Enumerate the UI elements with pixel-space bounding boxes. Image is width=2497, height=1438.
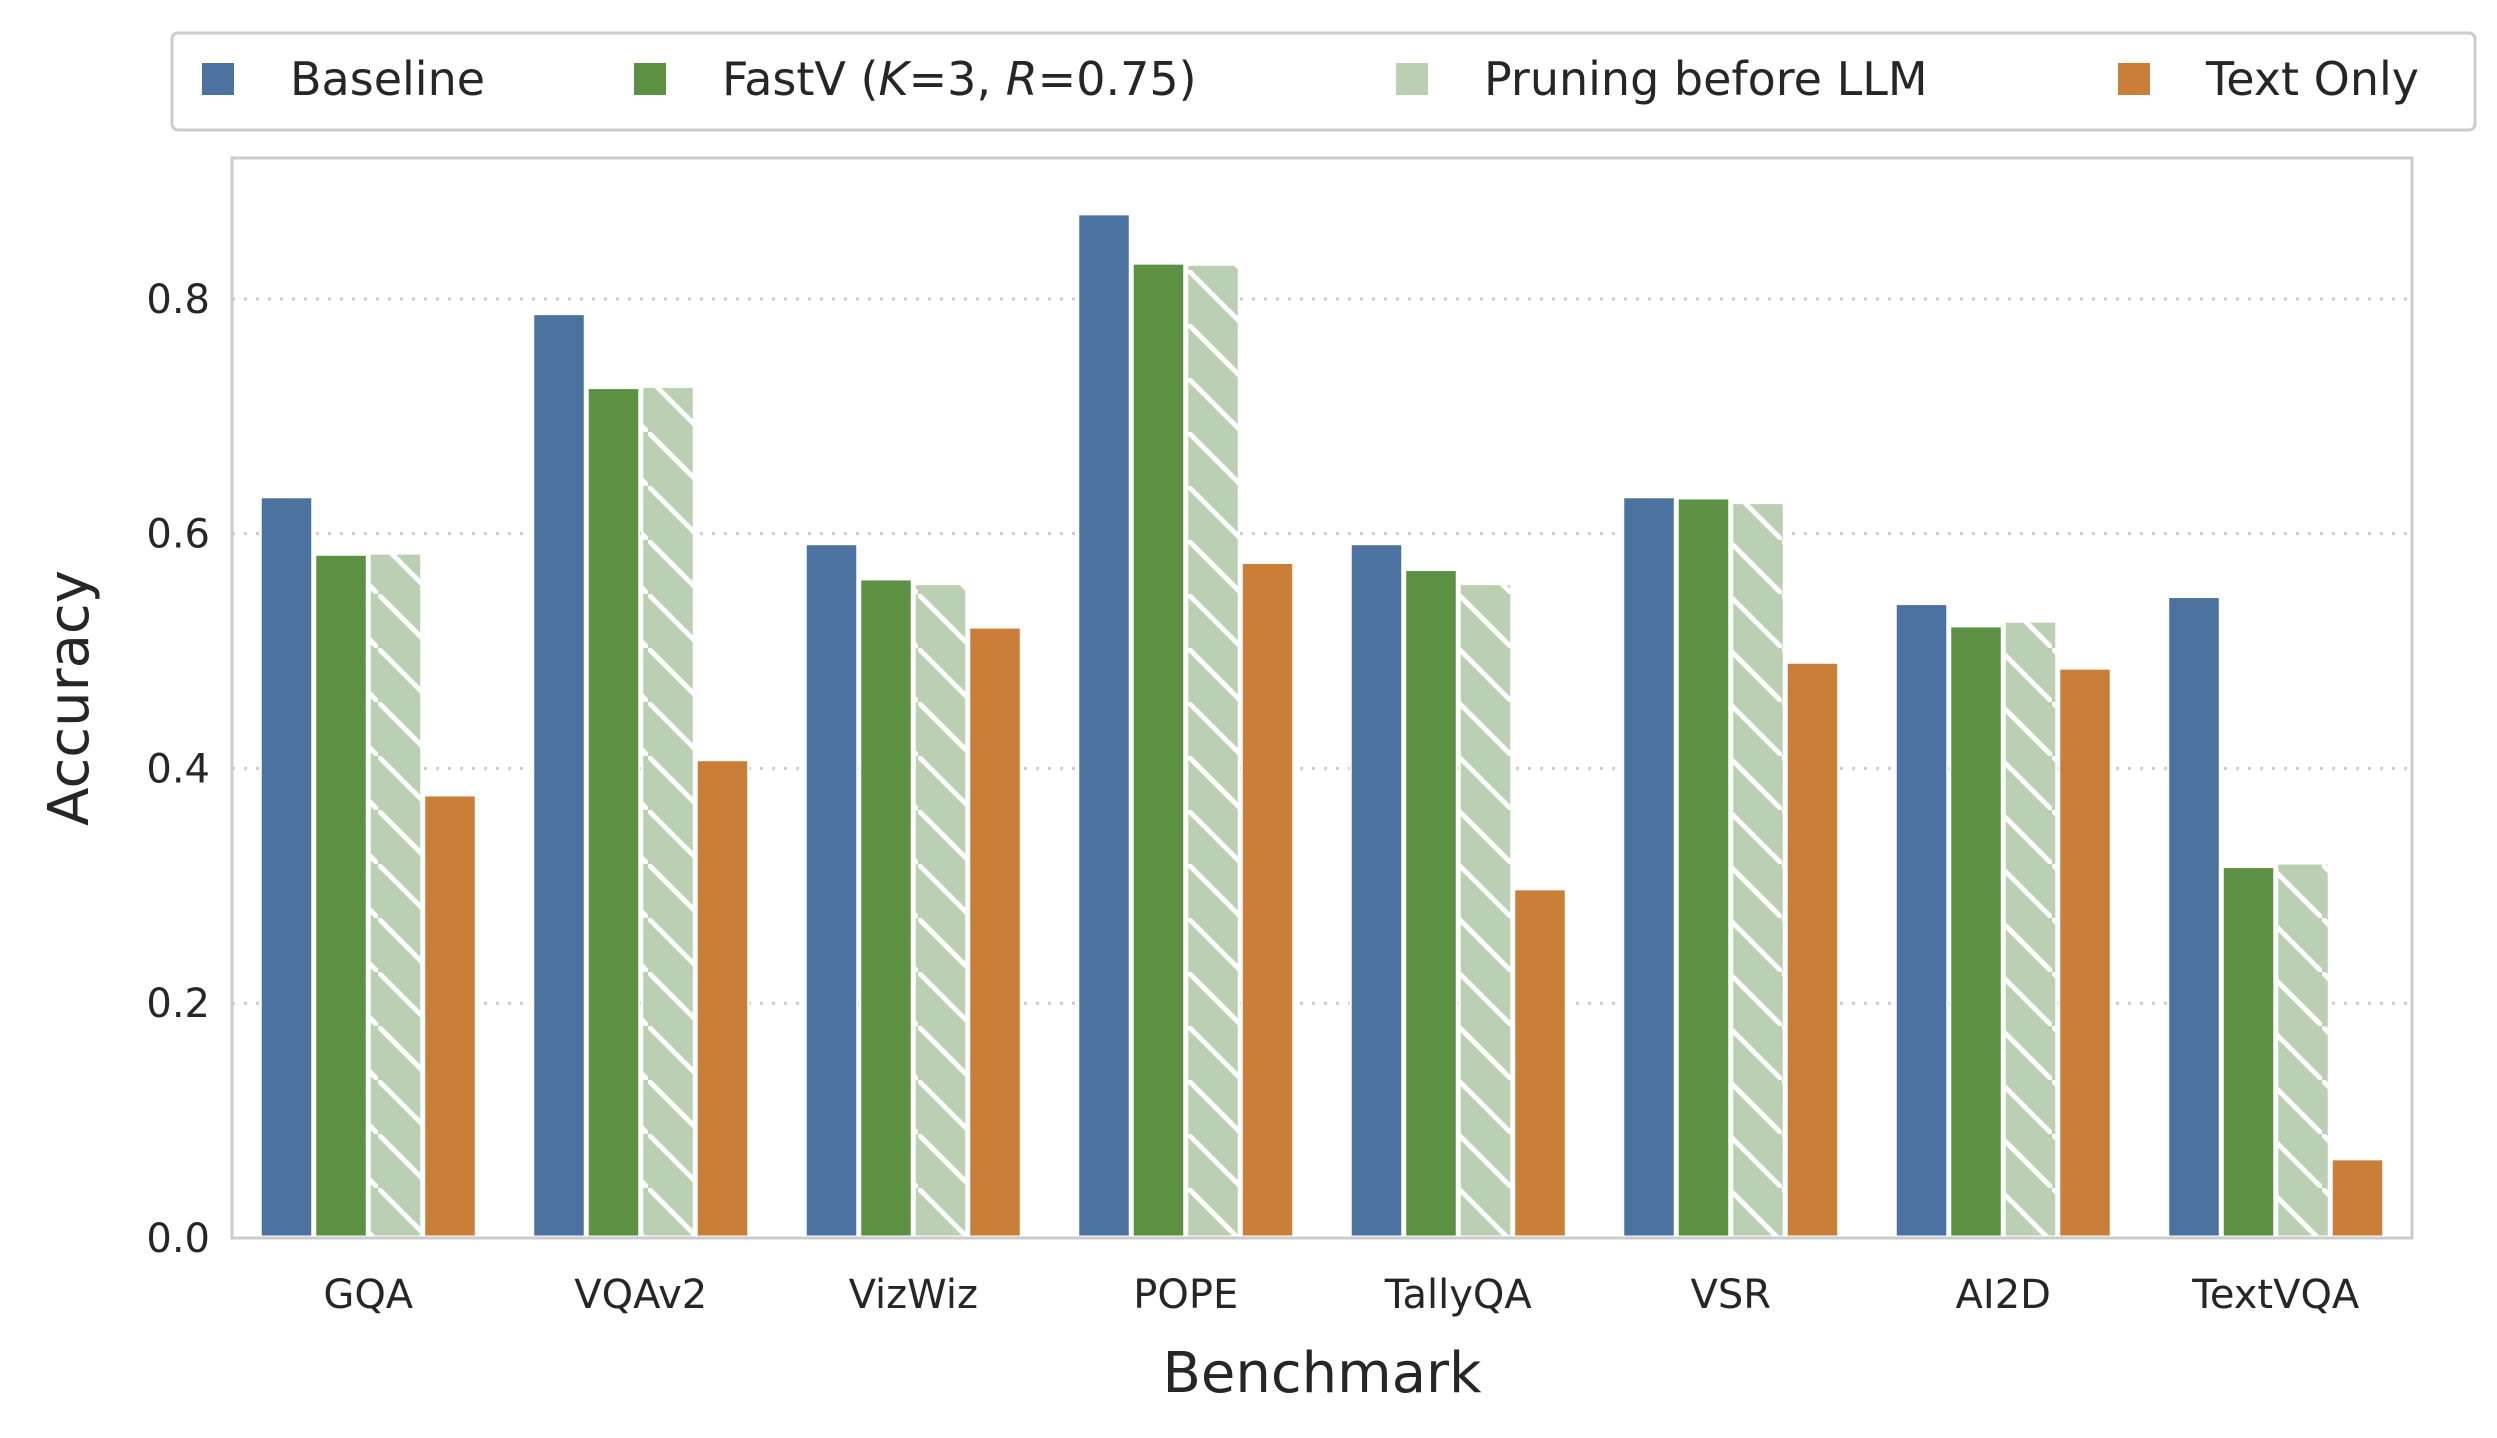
bar-hatch bbox=[1459, 584, 1512, 1237]
bar-fastv-k-3-r-0-75-textvqa bbox=[2221, 866, 2276, 1238]
bar-fastv-k-3-r-0-75-ai2d bbox=[1949, 625, 2003, 1238]
y-tick-label: 0.0 bbox=[146, 1216, 210, 1262]
bar-baseline-textvqa bbox=[2167, 596, 2221, 1238]
bar-hatch bbox=[2004, 621, 2057, 1237]
legend-label: Text Only bbox=[2205, 52, 2419, 106]
legend-item: Pruning before LLM bbox=[1396, 52, 1928, 106]
legend-swatch bbox=[634, 63, 666, 95]
legend-label: FastV (K=3, R=0.75) bbox=[722, 52, 1197, 106]
legend-swatch bbox=[2118, 63, 2150, 95]
legend-frame bbox=[170, 31, 2477, 132]
x-tick-label: VSR bbox=[1690, 1272, 1771, 1318]
bar-text-only-gqa bbox=[423, 794, 477, 1238]
x-tick-label: TextVQA bbox=[2191, 1272, 2360, 1318]
y-tick-label: 0.6 bbox=[146, 512, 210, 558]
y-tick-label: 0.4 bbox=[146, 746, 210, 792]
x-tick-label: VizWiz bbox=[849, 1272, 978, 1318]
plot-frame bbox=[230, 156, 2414, 1240]
legend-item: Baseline bbox=[202, 52, 485, 106]
x-tick-label: AI2D bbox=[1956, 1272, 2051, 1318]
bar-baseline-tallyqa bbox=[1349, 543, 1404, 1238]
x-tick-label: TallyQA bbox=[1384, 1272, 1533, 1318]
legend: Baseline FastV (K=3, R=0.75) Pruning befor… bbox=[170, 31, 2477, 132]
bar-baseline-gqa bbox=[259, 496, 314, 1238]
bar-fastv-k-3-r-0-75-tallyqa bbox=[1404, 569, 1458, 1238]
bar-baseline-vsr bbox=[1622, 496, 1676, 1238]
bar-hatch bbox=[914, 584, 967, 1237]
bar-baseline-pope bbox=[1077, 213, 1131, 1238]
bar-hatch bbox=[2277, 863, 2329, 1237]
bar-text-only-vizwiz bbox=[968, 626, 1022, 1238]
x-axis-ticks: GQA VQAv2 VizWiz POPE TallyQA VSR AI2D TextVQA bbox=[323, 1272, 2360, 1318]
bar-text-only-pope bbox=[1240, 562, 1295, 1238]
bar-hatch bbox=[369, 553, 422, 1237]
legend-label: Pruning before LLM bbox=[1484, 52, 1928, 106]
legend-swatch bbox=[1396, 63, 1428, 95]
bar-fastv-k-3-r-0-75-vsr bbox=[1676, 497, 1731, 1238]
bar-fastv-k-3-r-0-75-vqav2 bbox=[586, 387, 641, 1238]
x-tick-label: GQA bbox=[323, 1272, 413, 1318]
legend-item: FastV (K=3, R=0.75) bbox=[634, 52, 1197, 106]
bar-hatch bbox=[1732, 503, 1784, 1237]
legend-item: Text Only bbox=[2118, 52, 2419, 106]
legend-swatch bbox=[202, 63, 234, 95]
x-axis-label: Benchmark bbox=[1163, 1341, 1483, 1406]
y-tick-label: 0.2 bbox=[146, 981, 210, 1027]
bar-fastv-k-3-r-0-75-gqa bbox=[314, 553, 368, 1238]
bar-text-only-textvqa bbox=[2330, 1158, 2385, 1238]
bar-text-only-tallyqa bbox=[1513, 888, 1567, 1238]
bar-hatch bbox=[642, 386, 694, 1237]
bar-hatch bbox=[1187, 264, 1239, 1237]
bar-text-only-vqav2 bbox=[695, 759, 750, 1238]
bar-baseline-ai2d bbox=[1894, 603, 1949, 1238]
bar-fastv-k-3-r-0-75-pope bbox=[1131, 262, 1186, 1238]
bar-text-only-ai2d bbox=[2058, 667, 2112, 1238]
bar-baseline-vizwiz bbox=[804, 543, 859, 1238]
bar-text-only-vsr bbox=[1785, 661, 1840, 1238]
y-axis-label: Accuracy bbox=[37, 570, 102, 826]
y-tick-label: 0.8 bbox=[146, 277, 210, 323]
bar-baseline-vqav2 bbox=[532, 313, 586, 1238]
x-tick-label: POPE bbox=[1133, 1272, 1238, 1318]
y-axis-ticks: 0.0 0.2 0.4 0.6 0.8 bbox=[146, 277, 210, 1262]
legend-label: Baseline bbox=[290, 52, 485, 106]
bar-fastv-k-3-r-0-75-vizwiz bbox=[859, 578, 913, 1238]
x-tick-label: VQAv2 bbox=[574, 1272, 707, 1318]
bars bbox=[259, 213, 2385, 1238]
